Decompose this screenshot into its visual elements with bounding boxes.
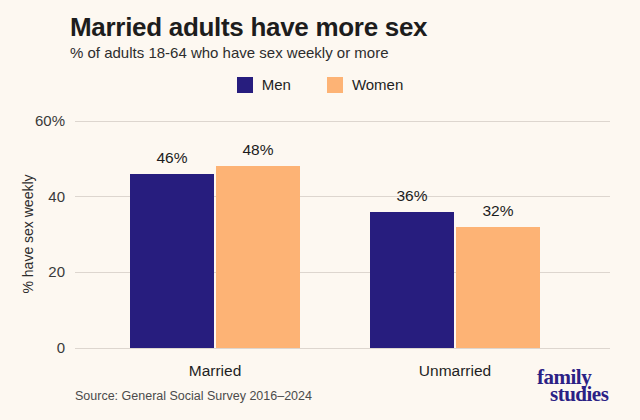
legend-item-men: Men: [237, 76, 291, 93]
source-note: Source: General Social Survey 2016–2024: [75, 389, 312, 403]
women-color-swatch: [327, 77, 343, 93]
category-label-married: Married: [145, 362, 285, 380]
y-tick-60: 60%: [0, 112, 65, 130]
chart-subtitle: % of adults 18-64 who have sex weekly or…: [70, 44, 389, 61]
value-label-unmarried-men: 36%: [370, 187, 454, 205]
y-tick-40: 40: [0, 188, 65, 206]
y-tick-0: 0: [0, 339, 65, 357]
value-label-unmarried-women: 32%: [456, 202, 540, 220]
men-color-swatch: [237, 77, 253, 93]
bar-unmarried-women: [456, 227, 540, 348]
legend: Men Women: [0, 76, 640, 93]
plot-area: % have sex weekly 0204060%46%48%Married3…: [75, 121, 610, 348]
value-label-married-men: 46%: [130, 149, 214, 167]
bar-married-men: [130, 174, 214, 348]
logo-line-2: studies: [550, 386, 608, 403]
y-tick-20: 20: [0, 263, 65, 281]
gridline-60: [75, 121, 610, 122]
bar-unmarried-men: [370, 212, 454, 348]
bar-married-women: [216, 166, 300, 348]
legend-item-women: Women: [327, 76, 403, 93]
chart-title: Married adults have more sex: [70, 12, 427, 43]
legend-label-men: Men: [262, 76, 291, 93]
value-label-married-women: 48%: [216, 141, 300, 159]
legend-label-women: Women: [352, 76, 403, 93]
family-studies-logo: family studies: [537, 369, 608, 403]
category-label-unmarried: Unmarried: [385, 362, 525, 380]
